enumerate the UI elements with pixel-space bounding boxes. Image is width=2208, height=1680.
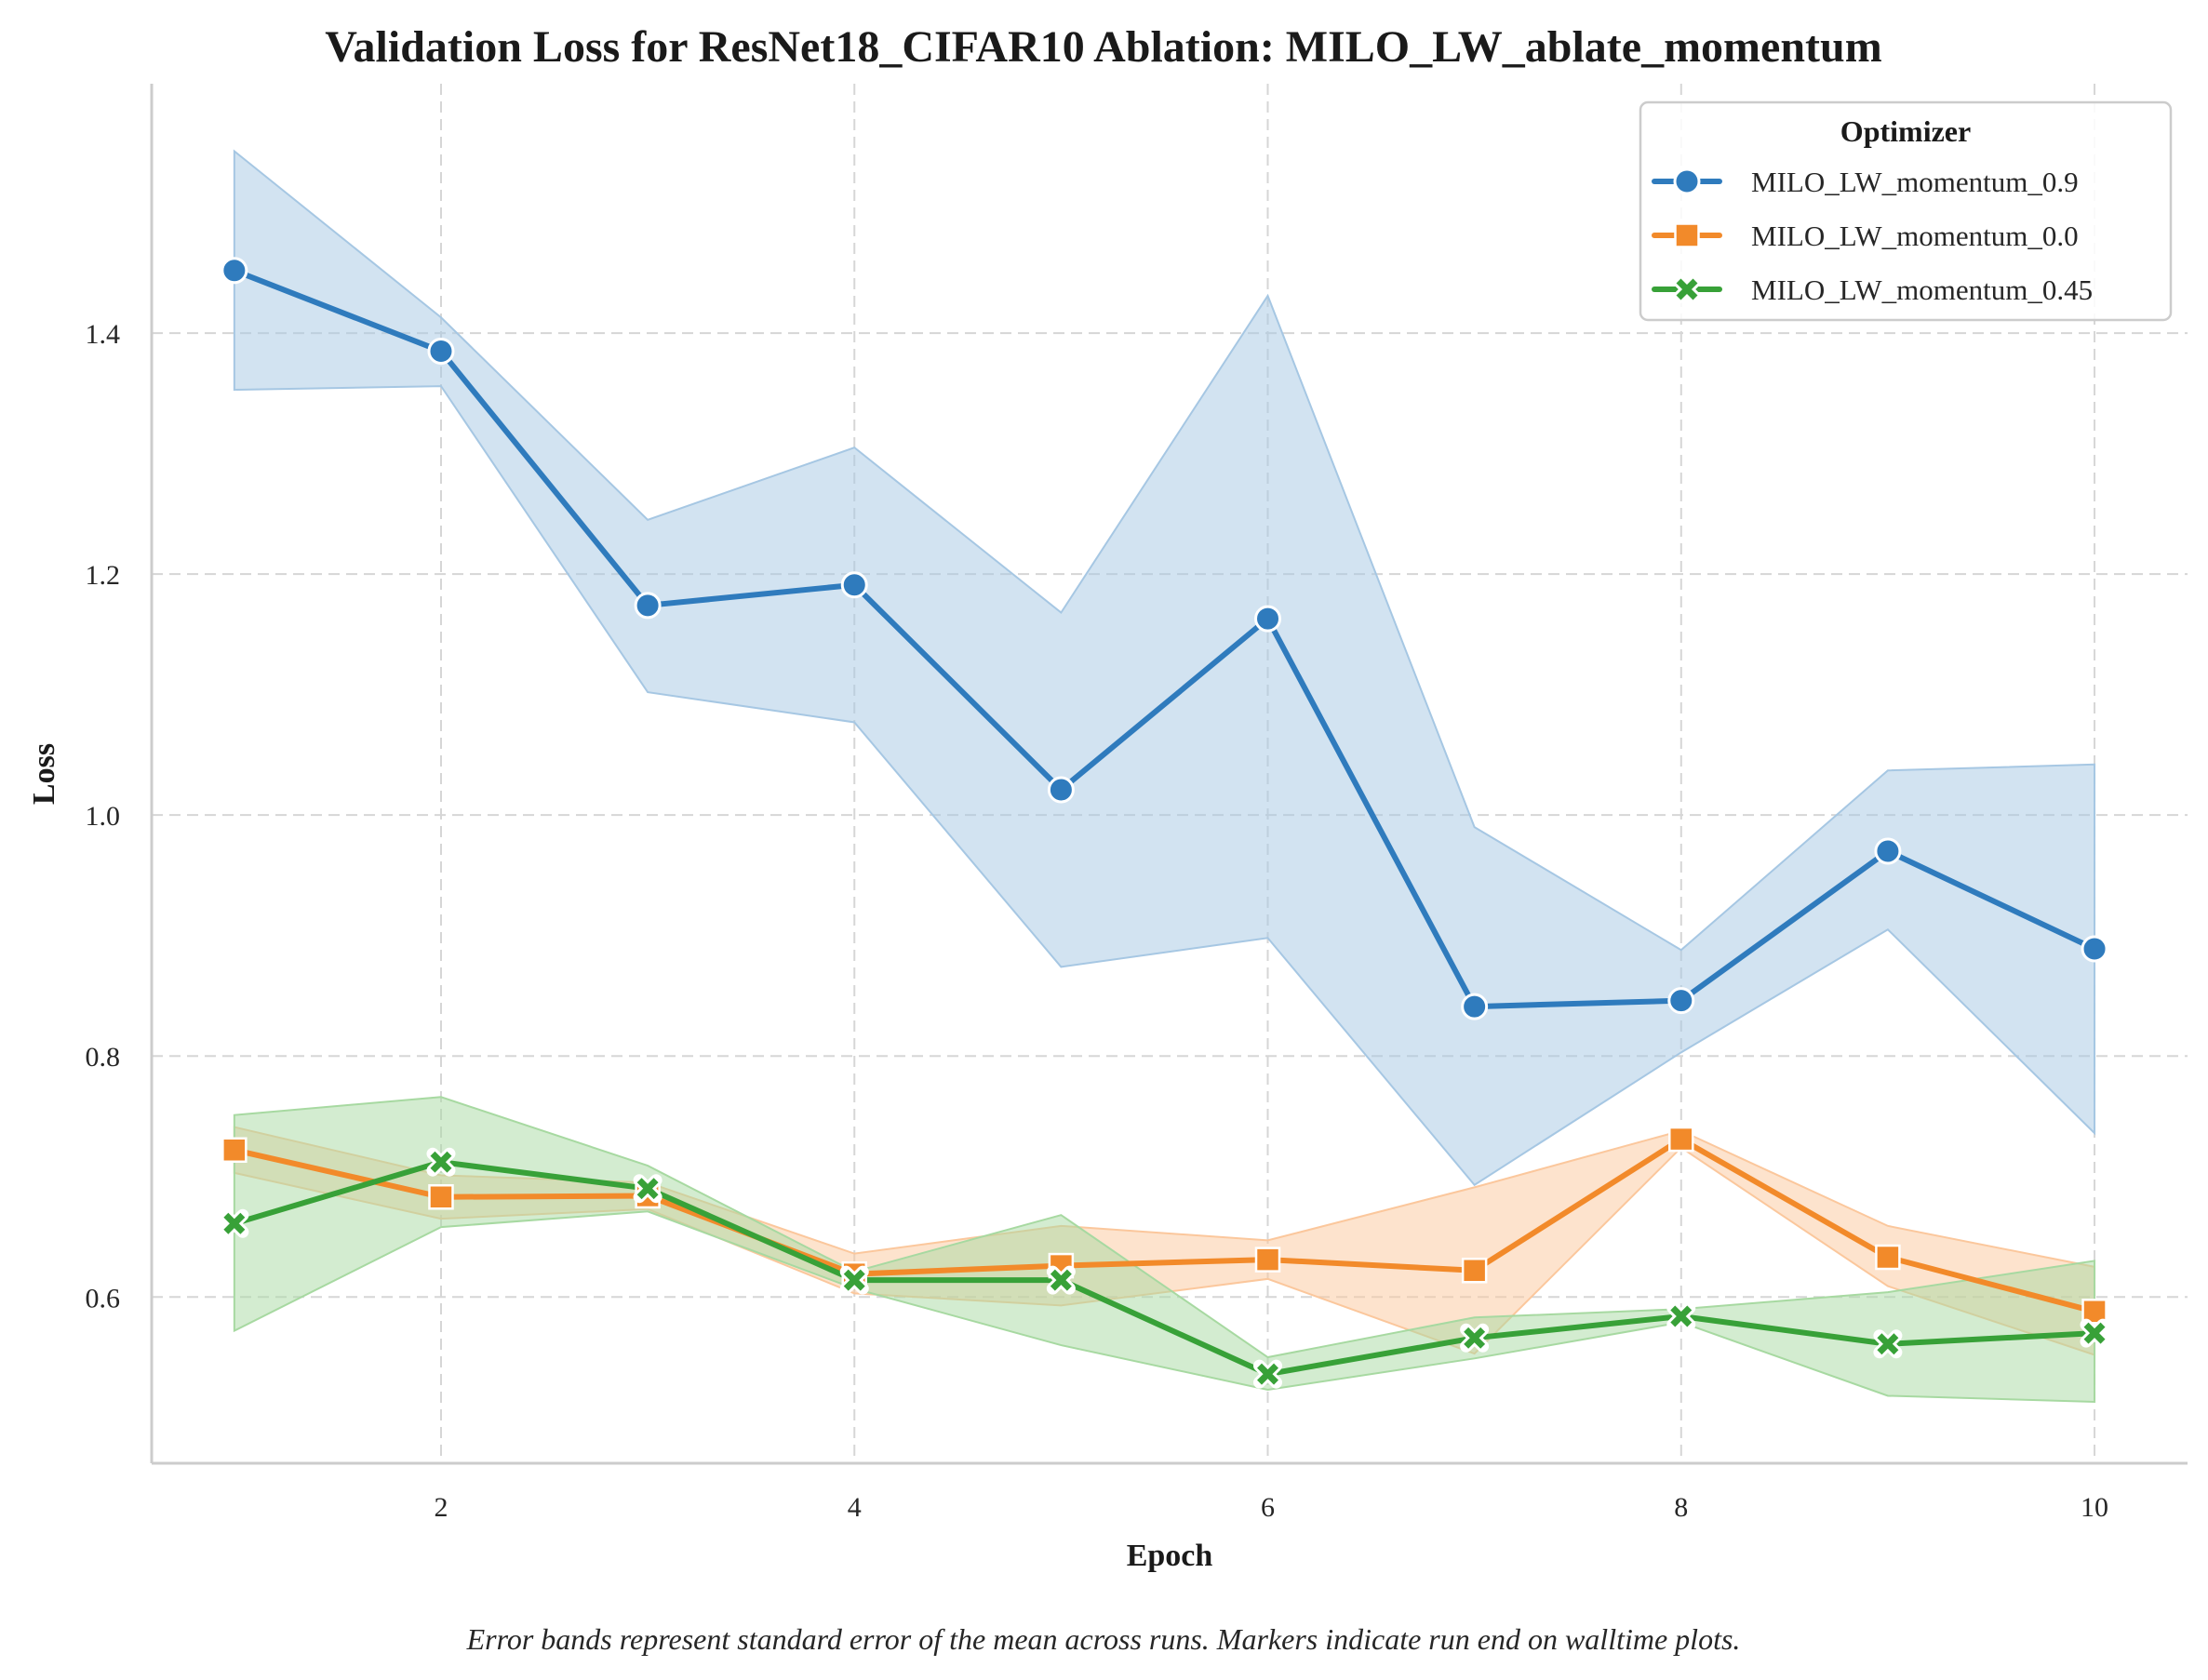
legend-items: MILO_LW_momentum_0.9 MILO_LW_momentum_0.0…: [1652, 166, 2093, 306]
y-axis-label: Loss: [27, 743, 61, 805]
data-point-series-2: [1046, 1265, 1076, 1295]
legend-entry: MILO_LW_momentum_0.45: [1652, 273, 2093, 306]
error-band-series-0: [233, 149, 2096, 1187]
data-point-series-0: [1667, 987, 1695, 1015]
legend-entry: MILO_LW_momentum_0.0: [1652, 220, 2079, 252]
y-tick-label: 1.4: [86, 319, 121, 350]
data-point-series-0: [427, 338, 455, 366]
data-point-series-0: [221, 257, 248, 285]
data-point-series-0: [2081, 935, 2108, 963]
y-tick-label: 1.2: [86, 560, 121, 591]
data-point-series-0: [1461, 993, 1489, 1020]
legend: Optimizer MILO_LW_momentum_0.9MILO_LW_mo…: [1639, 100, 2173, 322]
error-bands: [233, 149, 2096, 1403]
data-point-series-1: [1254, 1247, 1281, 1273]
x-tick-label: 4: [848, 1492, 862, 1523]
data-point-series-0: [634, 592, 662, 620]
legend-title: Optimizer: [1840, 114, 1971, 148]
x-axis-label: Epoch: [1127, 1539, 1213, 1573]
x-tick-label: 2: [434, 1492, 448, 1523]
y-tick-labels: 0.6 0.8 1.0 1.2 1.4: [86, 319, 121, 1313]
legend-entry-label: MILO_LW_momentum_0.0: [1751, 220, 2079, 252]
data-point-series-0: [840, 571, 868, 599]
data-point-series-2: [1666, 1301, 1696, 1331]
series-line-0: [231, 267, 2098, 1010]
x-tick-label: 8: [1674, 1492, 1688, 1523]
legend-box: [1639, 100, 2173, 322]
data-point-series-1: [1461, 1258, 1488, 1284]
series-line-1: [231, 1136, 2098, 1314]
series-markers: [220, 257, 2109, 1389]
data-point-series-1: [1875, 1244, 1901, 1271]
data-point-series-0: [1254, 605, 1282, 633]
x-tick-label: 10: [2081, 1492, 2108, 1523]
data-point-series-1: [221, 1137, 248, 1163]
legend-entry-label: MILO_LW_momentum_0.9: [1751, 166, 2079, 198]
chart-caption: Error bands represent standard error of …: [466, 1622, 1741, 1656]
x-tick-label: 6: [1261, 1492, 1275, 1523]
data-point-series-1: [428, 1184, 454, 1210]
data-point-series-2: [1460, 1323, 1490, 1353]
data-point-series-2: [1253, 1359, 1283, 1389]
legend-swatch-marker: [1674, 222, 1700, 248]
legend-entry-label: MILO_LW_momentum_0.45: [1751, 273, 2093, 306]
data-point-series-2: [426, 1147, 456, 1177]
data-point-series-1: [1668, 1126, 1694, 1153]
data-point-series-0: [1874, 837, 1902, 865]
data-point-series-2: [2080, 1318, 2109, 1348]
error-band-series-2: [233, 1096, 2096, 1403]
data-point-series-2: [220, 1208, 249, 1238]
x-tick-labels: 2 4 6 8 10: [434, 1492, 2108, 1523]
data-point-series-0: [1047, 776, 1075, 804]
data-point-series-2: [1873, 1329, 1903, 1359]
data-point-series-2: [633, 1174, 662, 1204]
data-point-series-2: [839, 1265, 869, 1295]
legend-swatch-marker: [1673, 167, 1701, 195]
y-tick-label: 1.0: [86, 801, 121, 832]
y-tick-label: 0.6: [86, 1283, 121, 1313]
y-tick-label: 0.8: [86, 1042, 121, 1073]
legend-entry: MILO_LW_momentum_0.9: [1652, 166, 2079, 198]
chart-title: Validation Loss for ResNet18_CIFAR10 Abl…: [325, 22, 1881, 72]
legend-swatch-marker: [1672, 274, 1702, 304]
series-lines: [231, 267, 2098, 1378]
series-line-2: [231, 1159, 2098, 1378]
